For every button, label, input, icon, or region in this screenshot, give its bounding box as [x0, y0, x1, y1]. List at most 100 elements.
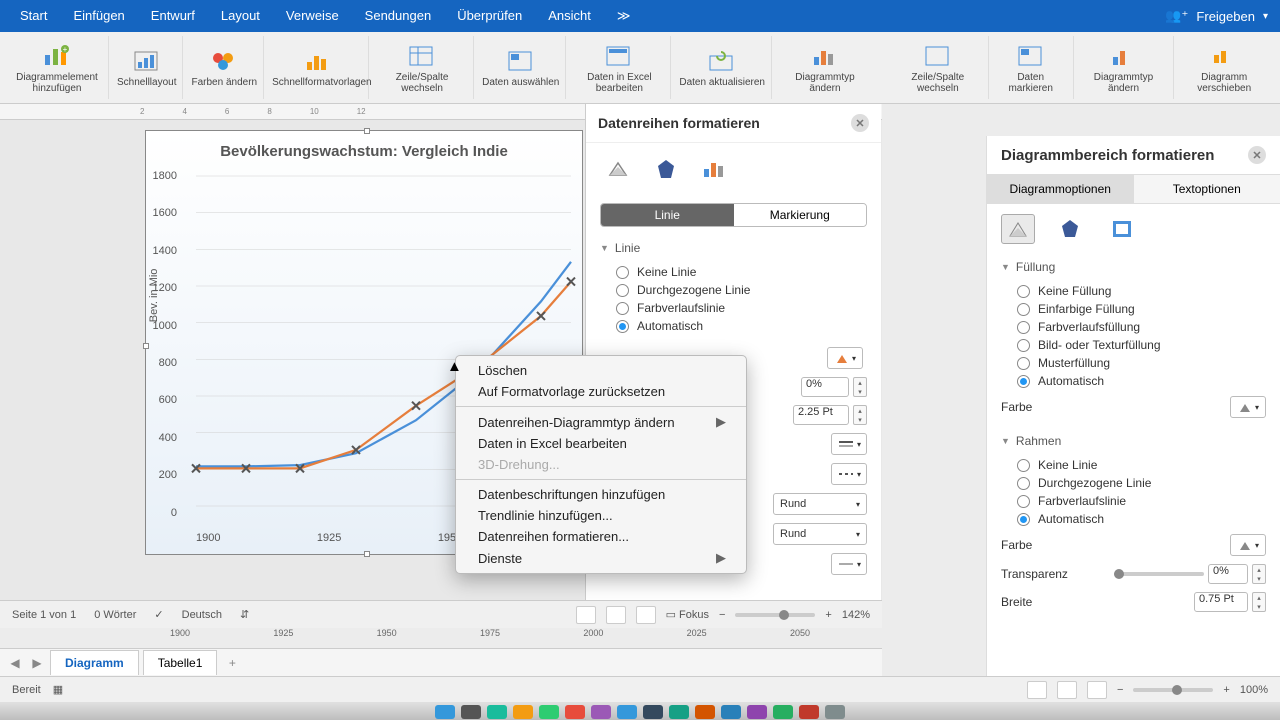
tab-ansicht[interactable]: Ansicht — [536, 2, 603, 30]
sheet-tab-tabelle1[interactable]: Tabelle1 — [143, 650, 218, 675]
zoom-out-2[interactable]: − — [1117, 684, 1123, 696]
size-properties-icon[interactable] — [1105, 214, 1139, 244]
cap-type-dropdown[interactable]: Rund▾ — [773, 493, 867, 515]
radio-rahmen-automatisch[interactable]: Automatisch — [1017, 510, 1266, 528]
tab-ueberpruefen[interactable]: Überprüfen — [445, 2, 534, 30]
effects-icon[interactable] — [1053, 214, 1087, 244]
ribbon2-verschieben[interactable]: Diagramm verschieben — [1174, 36, 1274, 99]
section-fuellung[interactable]: ▼Füllung — [987, 254, 1280, 280]
view-print-layout[interactable] — [576, 606, 596, 624]
ribbon-formatvorlagen[interactable]: Schnellformatvorlagen — [266, 36, 369, 99]
ribbon2-zeile-spalte[interactable]: Zeile/Spalte wechseln — [888, 36, 989, 99]
sheet-tab-diagramm[interactable]: Diagramm — [50, 650, 139, 675]
border-transparency-slider[interactable] — [1114, 572, 1204, 576]
view-outline[interactable] — [636, 606, 656, 624]
chart-title[interactable]: Bevölkerungswachstum: Vergleich Indie — [146, 131, 582, 168]
ribbon-diagrammtyp[interactable]: Diagrammtyp ändern — [774, 36, 876, 99]
section-rahmen[interactable]: ▼Rahmen — [987, 428, 1280, 454]
page-count[interactable]: Seite 1 von 1 — [12, 609, 76, 621]
ribbon2-daten-markieren[interactable]: Daten markieren — [989, 36, 1074, 99]
tab-entwurf[interactable]: Entwurf — [139, 2, 207, 30]
border-transparency-input[interactable]: 0% — [1208, 564, 1248, 584]
word-count[interactable]: 0 Wörter — [94, 609, 136, 621]
radio-einfarbig[interactable]: Einfarbige Füllung — [1017, 300, 1266, 318]
radio-durchgezogen[interactable]: Durchgezogene Linie — [616, 281, 867, 299]
share-label-2[interactable]: Freigeben — [1196, 9, 1255, 24]
macro-icon[interactable]: ▦ — [53, 683, 63, 696]
ribbon-zeile-spalte[interactable]: Zeile/Spalte wechseln — [371, 36, 474, 99]
series-options-tab-icon[interactable] — [700, 155, 728, 183]
border-transparency-spinner[interactable]: ▴▾ — [1252, 564, 1266, 584]
ctx-item[interactable]: Trendlinie hinzufügen... — [456, 505, 746, 526]
zoom-level[interactable]: 142% — [842, 609, 870, 621]
ribbon-farben[interactable]: Farben ändern — [185, 36, 264, 99]
ctx-item[interactable]: Löschen — [456, 360, 746, 381]
ribbon-schnelllayout[interactable]: Schnelllayout — [111, 36, 183, 99]
zoom-level-2[interactable]: 100% — [1240, 684, 1268, 696]
tab-verweise[interactable]: Verweise — [274, 2, 351, 30]
border-width-spinner[interactable]: ▴▾ — [1252, 592, 1266, 612]
radio-rahmen-farbverlauf[interactable]: Farbverlaufslinie — [1017, 492, 1266, 510]
radio-keine-linie[interactable]: Keine Linie — [616, 263, 867, 281]
view-page-break[interactable] — [1087, 681, 1107, 699]
sheet-nav-next[interactable]: ▶ — [28, 656, 46, 670]
ctx-item[interactable]: Daten in Excel bearbeiten — [456, 433, 746, 454]
track-changes-icon[interactable]: ⇵ — [240, 608, 249, 621]
zoom-slider-2[interactable] — [1133, 688, 1213, 692]
radio-muster[interactable]: Musterfüllung — [1017, 354, 1266, 372]
focus-mode[interactable]: ▭ Fokus — [666, 608, 709, 621]
ribbon-daten-aktualisieren[interactable]: Daten aktualisieren — [673, 36, 772, 99]
dash-type-dropdown[interactable]: ▾ — [831, 463, 867, 485]
ribbon2-diagrammtyp[interactable]: Diagrammtyp ändern — [1074, 36, 1175, 99]
sidebar-tab-diagramm[interactable]: Diagrammoptionen — [987, 175, 1134, 203]
sidebar-tab-text[interactable]: Textoptionen — [1134, 175, 1280, 203]
border-color-picker[interactable]: ▾ — [1230, 534, 1266, 556]
tab-sendungen[interactable]: Sendungen — [353, 2, 444, 30]
arrow-begin-dropdown[interactable]: ▾ — [831, 553, 867, 575]
seg-tab-linie[interactable]: Linie — [601, 204, 734, 226]
ctx-item[interactable]: Datenbeschriftungen hinzufügen — [456, 484, 746, 505]
radio-keine-fuellung[interactable]: Keine Füllung — [1017, 282, 1266, 300]
add-sheet-button[interactable]: + — [221, 656, 243, 670]
zoom-out[interactable]: − — [719, 609, 725, 621]
macos-dock[interactable] — [0, 702, 1280, 720]
join-type-dropdown[interactable]: Rund▾ — [773, 523, 867, 545]
sheet-nav-prev[interactable]: ◀ — [6, 656, 24, 670]
ctx-item[interactable]: Auf Formatvorlage zurücksetzen — [456, 381, 746, 402]
view-web-layout[interactable] — [606, 606, 626, 624]
close-panel-button[interactable]: ✕ — [851, 114, 869, 132]
ctx-item[interactable]: Datenreihen-Diagrammtyp ändern▶ — [456, 411, 746, 433]
fill-line-icon[interactable] — [1001, 214, 1035, 244]
compound-type-dropdown[interactable]: ▾ — [831, 433, 867, 455]
zoom-in[interactable]: + — [825, 609, 831, 621]
radio-farbverlauf-fuellung[interactable]: Farbverlaufsfüllung — [1017, 318, 1266, 336]
ctx-item[interactable]: Dienste▶ — [456, 547, 746, 569]
ribbon-diagrammelement[interactable]: +Diagrammelement hinzufügen — [6, 36, 109, 99]
zoom-slider[interactable] — [735, 613, 815, 617]
spellcheck-icon[interactable]: ✓ — [154, 608, 163, 621]
view-page-layout[interactable] — [1057, 681, 1077, 699]
transparency-input[interactable]: 0% — [801, 377, 849, 397]
width-spinner[interactable]: ▴▾ — [853, 405, 867, 425]
radio-automatisch-fuellung[interactable]: Automatisch — [1017, 372, 1266, 390]
border-width-input[interactable]: 0.75 Pt — [1194, 592, 1248, 612]
close-sidebar-button[interactable]: ✕ — [1248, 146, 1266, 164]
fill-line-tab-icon[interactable] — [604, 155, 632, 183]
line-color-picker[interactable]: ▾ — [827, 347, 863, 369]
seg-tab-markierung[interactable]: Markierung — [734, 204, 867, 226]
transparency-spinner[interactable]: ▴▾ — [853, 377, 867, 397]
radio-rahmen-durchgezogen[interactable]: Durchgezogene Linie — [1017, 474, 1266, 492]
width-input[interactable]: 2.25 Pt — [793, 405, 849, 425]
section-linie[interactable]: ▼Linie — [586, 235, 881, 261]
effects-tab-icon[interactable] — [652, 155, 680, 183]
view-normal[interactable] — [1027, 681, 1047, 699]
tab-start[interactable]: Start — [8, 2, 59, 30]
ribbon-daten-excel[interactable]: Daten in Excel bearbeiten — [568, 36, 671, 99]
radio-automatisch[interactable]: Automatisch — [616, 317, 867, 335]
language[interactable]: Deutsch — [182, 609, 222, 621]
fill-color-picker[interactable]: ▾ — [1230, 396, 1266, 418]
ctx-item[interactable]: Datenreihen formatieren... — [456, 526, 746, 547]
radio-bild-textur[interactable]: Bild- oder Texturfüllung — [1017, 336, 1266, 354]
radio-rahmen-keine[interactable]: Keine Linie — [1017, 456, 1266, 474]
tab-einfuegen[interactable]: Einfügen — [61, 2, 136, 30]
